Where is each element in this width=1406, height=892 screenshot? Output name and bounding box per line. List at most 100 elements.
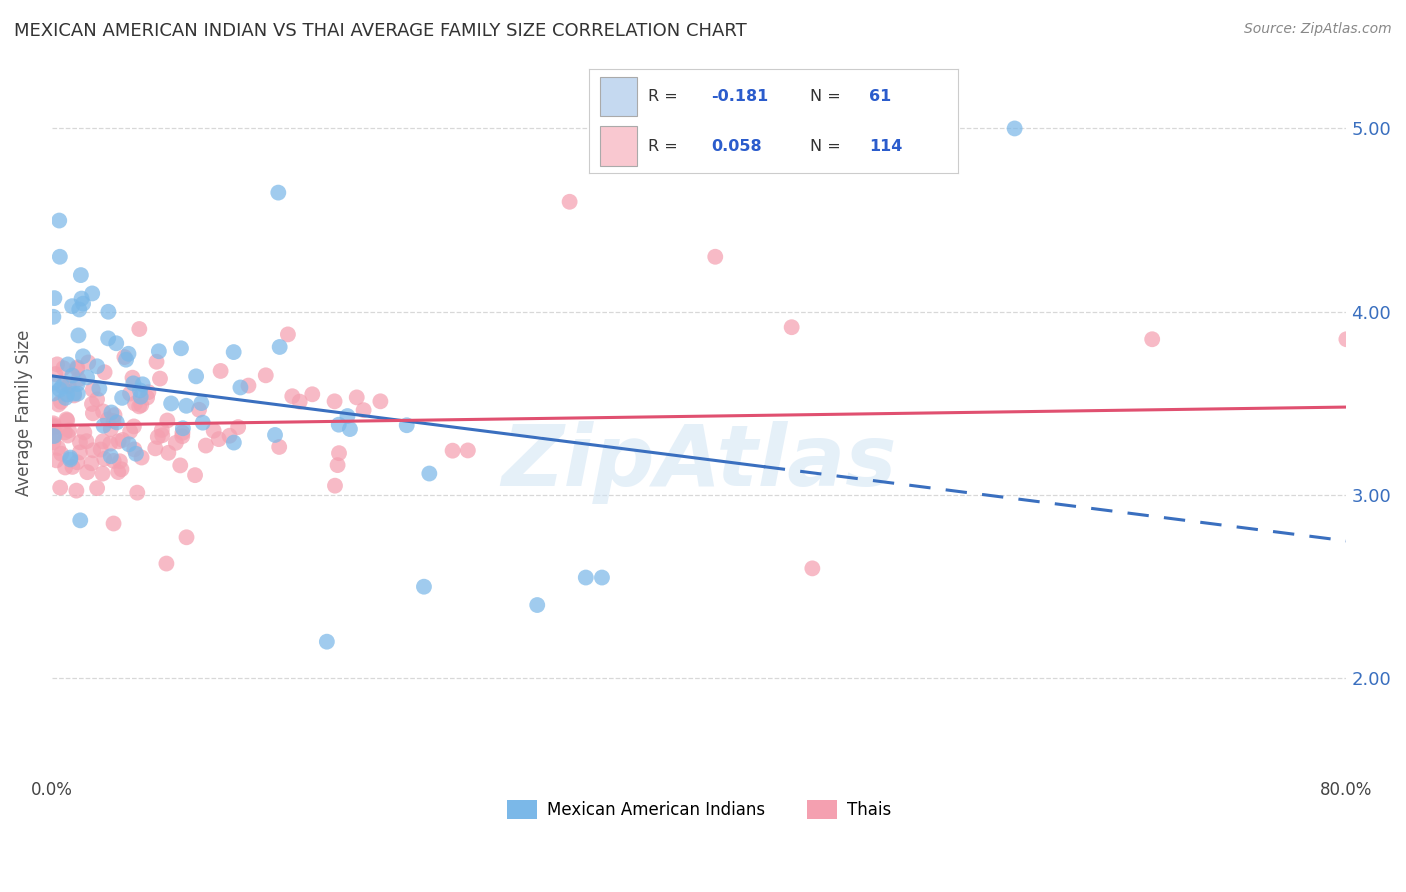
Point: [42, 435, 65, 450]
Point: [97, 331, 120, 345]
Point: [60, 368, 83, 383]
Point: [267, 186, 290, 200]
Point: [86, 392, 108, 407]
Point: [145, 355, 167, 369]
Point: [53, 460, 76, 475]
Point: [66, 455, 89, 469]
Point: [90, 442, 112, 457]
Text: ZipAtlas: ZipAtlas: [502, 421, 897, 504]
Point: [441, 443, 464, 458]
Point: [336, 409, 359, 423]
Point: [59, 452, 82, 467]
Point: [91, 404, 114, 418]
Point: [52, 361, 75, 376]
Point: [76, 370, 98, 384]
Point: [44, 291, 66, 305]
Point: [150, 423, 173, 437]
Point: [97, 305, 120, 319]
Point: [156, 413, 179, 427]
Point: [149, 371, 172, 385]
Point: [100, 449, 122, 463]
Point: [82, 406, 104, 420]
Point: [150, 428, 173, 442]
Point: [170, 341, 193, 355]
Point: [128, 322, 150, 336]
Point: [91, 434, 114, 449]
Point: [188, 402, 211, 417]
Point: [103, 408, 125, 422]
Point: [55, 412, 77, 426]
Point: [339, 422, 361, 436]
Point: [218, 428, 240, 442]
Point: [136, 391, 159, 405]
Point: [191, 416, 214, 430]
Point: [44, 428, 66, 442]
Point: [77, 355, 100, 369]
Point: [66, 377, 89, 392]
Point: [1004, 121, 1026, 136]
Point: [591, 570, 613, 584]
Point: [86, 359, 108, 374]
Point: [97, 412, 120, 426]
Point: [70, 292, 93, 306]
Point: [165, 435, 187, 450]
Point: [82, 443, 104, 458]
Point: [127, 485, 149, 500]
Point: [69, 435, 91, 450]
Point: [118, 386, 141, 401]
Point: [328, 446, 350, 460]
Point: [51, 379, 73, 393]
Point: [254, 368, 277, 383]
Point: [60, 299, 83, 313]
Point: [65, 483, 87, 498]
Point: [72, 349, 94, 363]
Point: [208, 432, 231, 446]
Point: [42, 419, 65, 434]
Point: [176, 399, 198, 413]
Point: [121, 370, 143, 384]
Point: [124, 442, 146, 457]
Point: [56, 428, 79, 442]
Point: [155, 557, 177, 571]
Point: [413, 580, 436, 594]
Point: [226, 420, 249, 434]
Point: [56, 413, 79, 427]
Point: [103, 454, 125, 468]
Y-axis label: Average Family Size: Average Family Size: [15, 329, 32, 496]
Point: [72, 296, 94, 310]
Point: [80, 397, 103, 411]
Point: [209, 364, 232, 378]
Point: [370, 394, 392, 409]
Point: [86, 481, 108, 495]
Point: [58, 378, 80, 392]
Point: [346, 391, 368, 405]
Legend: Mexican American Indians, Thais: Mexican American Indians, Thais: [501, 793, 898, 826]
Point: [326, 458, 349, 472]
Point: [67, 302, 90, 317]
Point: [184, 468, 207, 483]
Point: [160, 396, 183, 410]
Point: [118, 437, 141, 451]
Point: [73, 425, 96, 440]
Point: [103, 414, 125, 428]
Point: [44, 420, 66, 434]
Point: [48, 397, 70, 411]
Point: [53, 425, 76, 440]
Point: [117, 347, 139, 361]
Point: [301, 387, 323, 401]
Point: [93, 365, 115, 379]
Point: [70, 268, 93, 282]
Point: [63, 388, 86, 402]
Point: [46, 441, 69, 455]
Text: MEXICAN AMERICAN INDIAN VS THAI AVERAGE FAMILY SIZE CORRELATION CHART: MEXICAN AMERICAN INDIAN VS THAI AVERAGE …: [14, 22, 747, 40]
Point: [110, 462, 132, 476]
Point: [323, 394, 346, 409]
Point: [172, 429, 194, 443]
Point: [45, 453, 67, 467]
Point: [122, 376, 145, 391]
Point: [53, 376, 76, 391]
Point: [131, 377, 153, 392]
Point: [107, 434, 129, 449]
Point: [42, 386, 65, 401]
Point: [49, 481, 72, 495]
